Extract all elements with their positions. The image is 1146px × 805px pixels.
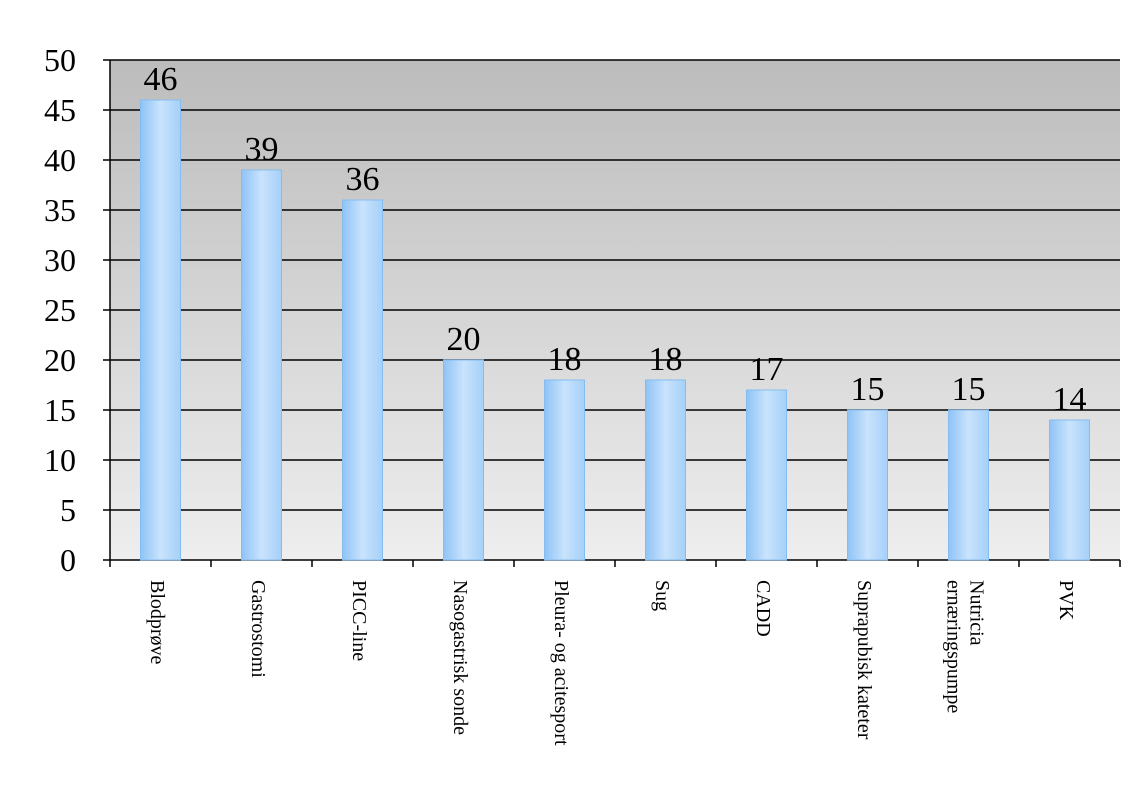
value-label: 18 [649, 341, 683, 378]
y-tick-label: 45 [44, 92, 76, 128]
y-tick-label: 25 [44, 292, 76, 328]
value-label: 46 [144, 61, 178, 98]
y-tick-label: 10 [44, 442, 76, 478]
value-label: 18 [548, 341, 582, 378]
x-tick-label: PICC-line [348, 580, 370, 662]
y-tick-label: 15 [44, 392, 76, 428]
y-tick-label: 35 [44, 192, 76, 228]
bar [645, 379, 686, 561]
x-tick-label: Suprapubisk kateter [853, 580, 875, 740]
bar [544, 379, 585, 561]
x-tick-label: CADD [752, 580, 774, 637]
y-tick-label: 40 [44, 142, 76, 178]
value-label: 36 [346, 161, 380, 198]
x-tick-label: Blodprøve [146, 580, 168, 665]
x-tick-label: Nutricia ernæringspumpe [942, 580, 988, 714]
y-tick-label: 50 [44, 42, 76, 78]
value-label: 14 [1053, 381, 1087, 418]
y-tick-label: 20 [44, 342, 76, 378]
bar [1049, 419, 1090, 561]
bar [342, 199, 383, 561]
value-label: 20 [447, 321, 481, 358]
y-tick-label: 30 [44, 242, 76, 278]
value-label: 39 [245, 131, 279, 168]
x-tick-label: Nasogastrisk sonde [449, 580, 471, 735]
bar [746, 389, 787, 561]
bar [847, 409, 888, 561]
x-tick-label: PVK [1055, 580, 1077, 621]
y-tick-label: 5 [60, 492, 76, 528]
bar [948, 409, 989, 561]
value-label: 17 [750, 351, 784, 388]
bar [241, 169, 282, 561]
bar [443, 359, 484, 561]
x-tick-label: Pleura- og acitesport [550, 580, 572, 746]
x-tick-label: Sug [651, 580, 673, 612]
x-tick-label: Gastrostomi [247, 580, 269, 678]
value-label: 15 [952, 371, 986, 408]
bar [140, 99, 181, 561]
value-label: 15 [851, 371, 885, 408]
y-tick-label: 0 [60, 542, 76, 578]
